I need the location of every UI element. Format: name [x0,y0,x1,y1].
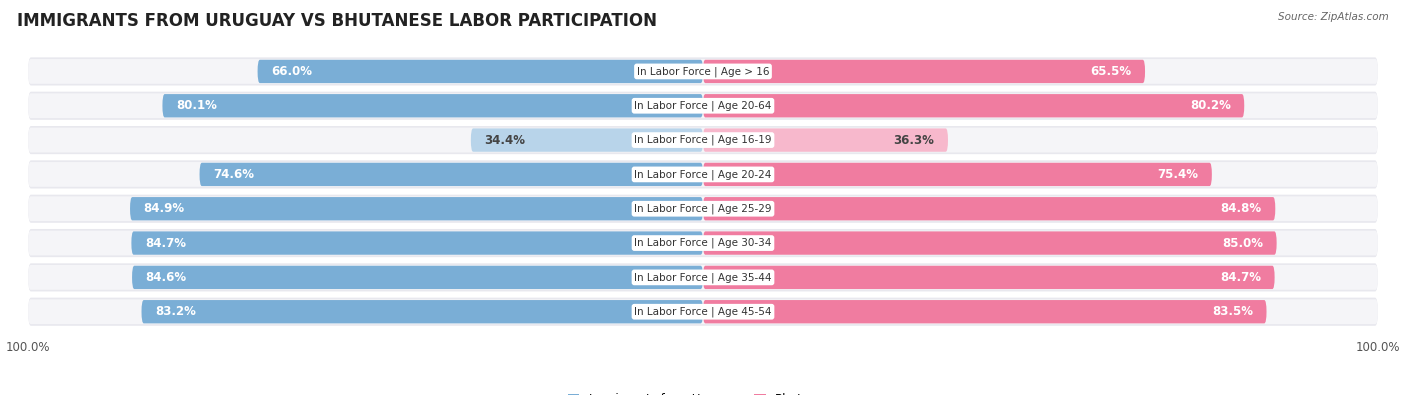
FancyBboxPatch shape [129,197,703,220]
FancyBboxPatch shape [28,126,1378,154]
Text: 74.6%: 74.6% [214,168,254,181]
Text: 84.9%: 84.9% [143,202,184,215]
FancyBboxPatch shape [28,160,1378,188]
Text: In Labor Force | Age 30-34: In Labor Force | Age 30-34 [634,238,772,248]
FancyBboxPatch shape [28,231,1378,256]
Text: 84.7%: 84.7% [145,237,186,250]
FancyBboxPatch shape [703,197,1275,220]
FancyBboxPatch shape [200,163,703,186]
FancyBboxPatch shape [28,59,1378,84]
FancyBboxPatch shape [131,231,703,255]
Text: 36.3%: 36.3% [894,134,935,147]
Text: 65.5%: 65.5% [1091,65,1132,78]
FancyBboxPatch shape [257,60,703,83]
Text: 66.0%: 66.0% [271,65,312,78]
FancyBboxPatch shape [28,229,1378,257]
FancyBboxPatch shape [703,231,1277,255]
FancyBboxPatch shape [703,163,1212,186]
Text: IMMIGRANTS FROM URUGUAY VS BHUTANESE LABOR PARTICIPATION: IMMIGRANTS FROM URUGUAY VS BHUTANESE LAB… [17,12,657,30]
FancyBboxPatch shape [28,93,1378,118]
FancyBboxPatch shape [703,60,1144,83]
FancyBboxPatch shape [28,57,1378,85]
Text: In Labor Force | Age 25-29: In Labor Force | Age 25-29 [634,203,772,214]
FancyBboxPatch shape [703,94,1244,117]
FancyBboxPatch shape [28,162,1378,187]
Text: In Labor Force | Age 35-44: In Labor Force | Age 35-44 [634,272,772,283]
Text: 84.7%: 84.7% [1220,271,1261,284]
Text: 80.2%: 80.2% [1189,99,1230,112]
FancyBboxPatch shape [703,128,948,152]
Text: 34.4%: 34.4% [484,134,526,147]
FancyBboxPatch shape [132,266,703,289]
Text: 84.6%: 84.6% [146,271,187,284]
Text: In Labor Force | Age 20-24: In Labor Force | Age 20-24 [634,169,772,180]
Text: 80.1%: 80.1% [176,99,217,112]
FancyBboxPatch shape [703,266,1275,289]
FancyBboxPatch shape [703,300,1267,324]
FancyBboxPatch shape [28,195,1378,223]
FancyBboxPatch shape [163,94,703,117]
FancyBboxPatch shape [28,92,1378,120]
Text: Source: ZipAtlas.com: Source: ZipAtlas.com [1278,12,1389,22]
FancyBboxPatch shape [471,128,703,152]
FancyBboxPatch shape [142,300,703,324]
Text: In Labor Force | Age 20-64: In Labor Force | Age 20-64 [634,100,772,111]
Text: 85.0%: 85.0% [1222,237,1263,250]
Text: 83.5%: 83.5% [1212,305,1253,318]
FancyBboxPatch shape [28,263,1378,292]
FancyBboxPatch shape [28,265,1378,290]
Text: 83.2%: 83.2% [155,305,195,318]
FancyBboxPatch shape [28,298,1378,326]
Text: 75.4%: 75.4% [1157,168,1198,181]
Legend: Immigrants from Uruguay, Bhutanese: Immigrants from Uruguay, Bhutanese [562,388,844,395]
Text: In Labor Force | Age > 16: In Labor Force | Age > 16 [637,66,769,77]
Text: 84.8%: 84.8% [1220,202,1261,215]
Text: In Labor Force | Age 16-19: In Labor Force | Age 16-19 [634,135,772,145]
FancyBboxPatch shape [28,128,1378,152]
FancyBboxPatch shape [28,196,1378,221]
FancyBboxPatch shape [28,299,1378,324]
Text: In Labor Force | Age 45-54: In Labor Force | Age 45-54 [634,307,772,317]
